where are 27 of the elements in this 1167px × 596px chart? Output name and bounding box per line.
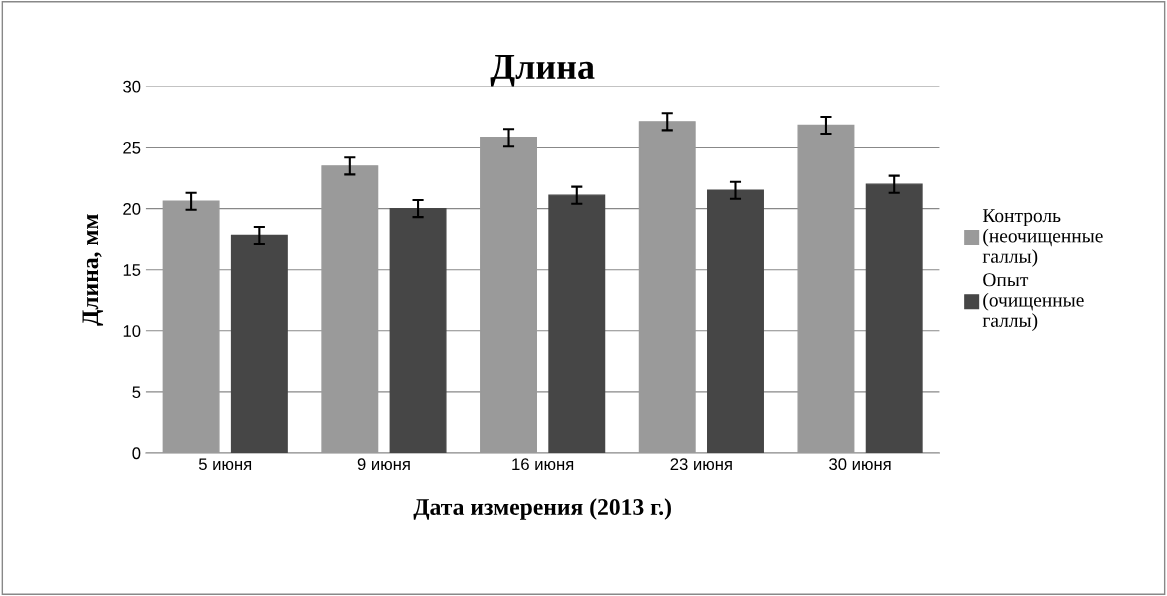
y-tick-label: 5 <box>132 386 141 399</box>
x-tick-label: 16 июня <box>512 458 574 471</box>
legend-label: Опыт (очищенные галлы) <box>982 273 1084 331</box>
legend-label: Контроль (неочищенные галлы) <box>982 209 1103 267</box>
x-axis-title: Дата измерения (2013 г.) <box>413 498 671 520</box>
bar <box>230 234 288 453</box>
y-tick-label: 0 <box>132 447 141 460</box>
bar <box>638 121 696 453</box>
y-tick-label: 15 <box>123 264 141 276</box>
chart-title: Длина <box>490 55 595 87</box>
bar <box>548 194 606 453</box>
bar <box>389 207 447 453</box>
y-tick-label: 30 <box>123 80 141 93</box>
y-tick-label: 10 <box>123 325 141 337</box>
y-axis-title: Длина, мм <box>82 214 104 326</box>
x-tick-label: 30 июня <box>829 458 891 471</box>
x-tick-label: 23 июня <box>670 458 732 471</box>
bar <box>865 183 923 453</box>
y-tick-label: 25 <box>123 141 141 154</box>
x-tick-label: 9 июня <box>357 458 410 471</box>
bar <box>321 165 379 453</box>
bar <box>707 189 764 453</box>
bar <box>797 124 855 453</box>
x-tick-label: 5 июня <box>198 458 252 471</box>
y-tick-label: 20 <box>123 203 141 215</box>
bar <box>162 200 220 453</box>
bar <box>480 137 538 453</box>
